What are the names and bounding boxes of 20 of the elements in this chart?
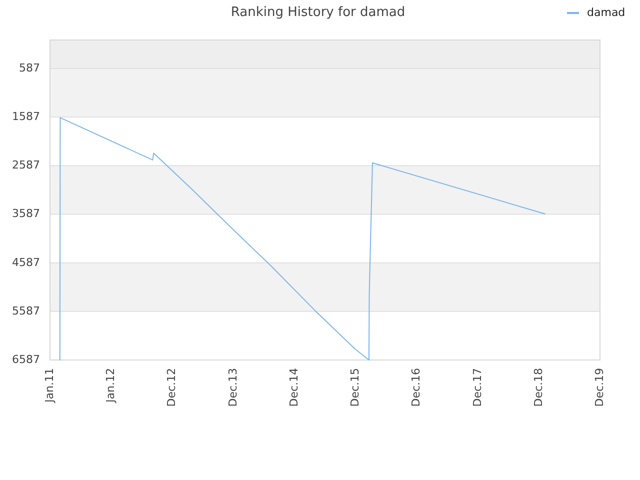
x-tick-label: Dec.15 bbox=[348, 368, 362, 407]
y-tick-label: 587 bbox=[19, 61, 40, 74]
y-tick-label: 1587 bbox=[12, 110, 40, 124]
x-tick-label: Dec.12 bbox=[165, 368, 178, 407]
y-tick-label: 5587 bbox=[12, 304, 40, 318]
legend-label: damad bbox=[587, 6, 626, 20]
y-tick-label: 4587 bbox=[12, 256, 40, 269]
x-tick-label: Dec.16 bbox=[410, 368, 423, 407]
x-tick-label: Dec.13 bbox=[226, 368, 240, 407]
y-tick-label: 6587 bbox=[12, 353, 40, 366]
x-tick-label: Dec.14 bbox=[287, 368, 300, 407]
x-tick-label: Dec.19 bbox=[593, 368, 606, 407]
y-tick-label: 3587 bbox=[12, 207, 40, 220]
x-tick-label: Jan.11 bbox=[43, 368, 56, 404]
line-series bbox=[59, 117, 546, 360]
x-tick-label: Jan.12 bbox=[104, 368, 118, 404]
chart-title: Ranking History for damad bbox=[230, 4, 406, 20]
x-tick-label: Dec.18 bbox=[532, 368, 545, 407]
y-tick-label: 2587 bbox=[12, 158, 40, 172]
x-tick-label: Dec.17 bbox=[470, 368, 484, 407]
